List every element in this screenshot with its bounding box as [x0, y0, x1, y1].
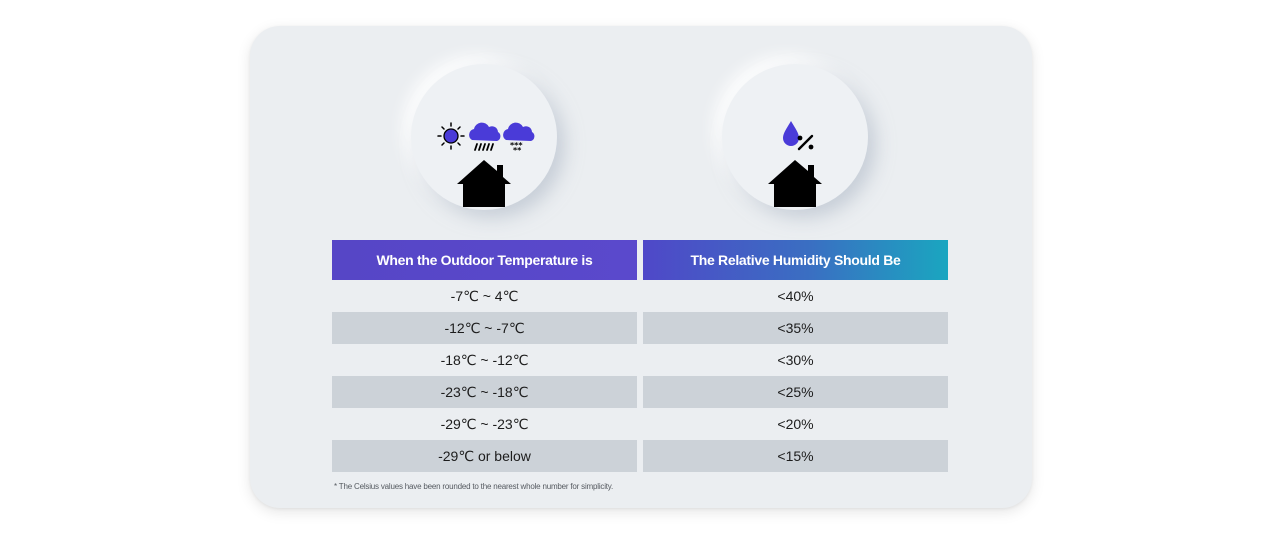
humidity-cell: <25% — [643, 376, 948, 408]
house-icon — [457, 160, 511, 207]
temperature-cell: -23℃ ~ -18℃ — [332, 376, 637, 408]
temperature-cell: -7℃ ~ 4℃ — [450, 287, 519, 304]
temperature-cell: -18℃ ~ -12℃ — [440, 351, 529, 368]
temperature-column: When the Outdoor Temperature is -7℃ ~ 4℃… — [332, 240, 637, 472]
humidity-column: The Relative Humidity Should Be <40% <35… — [643, 240, 948, 472]
svg-text:***: *** — [510, 141, 523, 150]
temperature-cell: -12℃ ~ -7℃ — [332, 312, 637, 344]
humidity-cell: <15% — [643, 440, 948, 472]
humidity-header: The Relative Humidity Should Be — [643, 240, 948, 280]
humidity-guide-card: *** ** When the Outdoor Temperature is — [250, 26, 1032, 508]
temperature-header: When the Outdoor Temperature is — [332, 240, 637, 280]
footnote: * The Celsius values have been rounded t… — [334, 482, 614, 491]
snow-cloud-icon: *** ** — [503, 122, 535, 155]
sun-icon — [437, 122, 465, 150]
temperature-cell: -29℃ ~ -23℃ — [440, 415, 529, 432]
svg-text:**: ** — [513, 146, 522, 155]
humidity-cell: <30% — [777, 352, 814, 368]
humidity-cell: <40% — [777, 288, 814, 304]
humidity-drop-icon — [783, 121, 814, 151]
rain-cloud-icon — [469, 122, 501, 151]
humidity-cell: <35% — [643, 312, 948, 344]
humidity-cell: <20% — [777, 416, 814, 432]
weather-icon-circle: *** ** — [411, 64, 557, 210]
temperature-cell: -29℃ or below — [332, 440, 637, 472]
house-icon — [768, 160, 822, 207]
humidity-icon-circle — [722, 64, 868, 210]
